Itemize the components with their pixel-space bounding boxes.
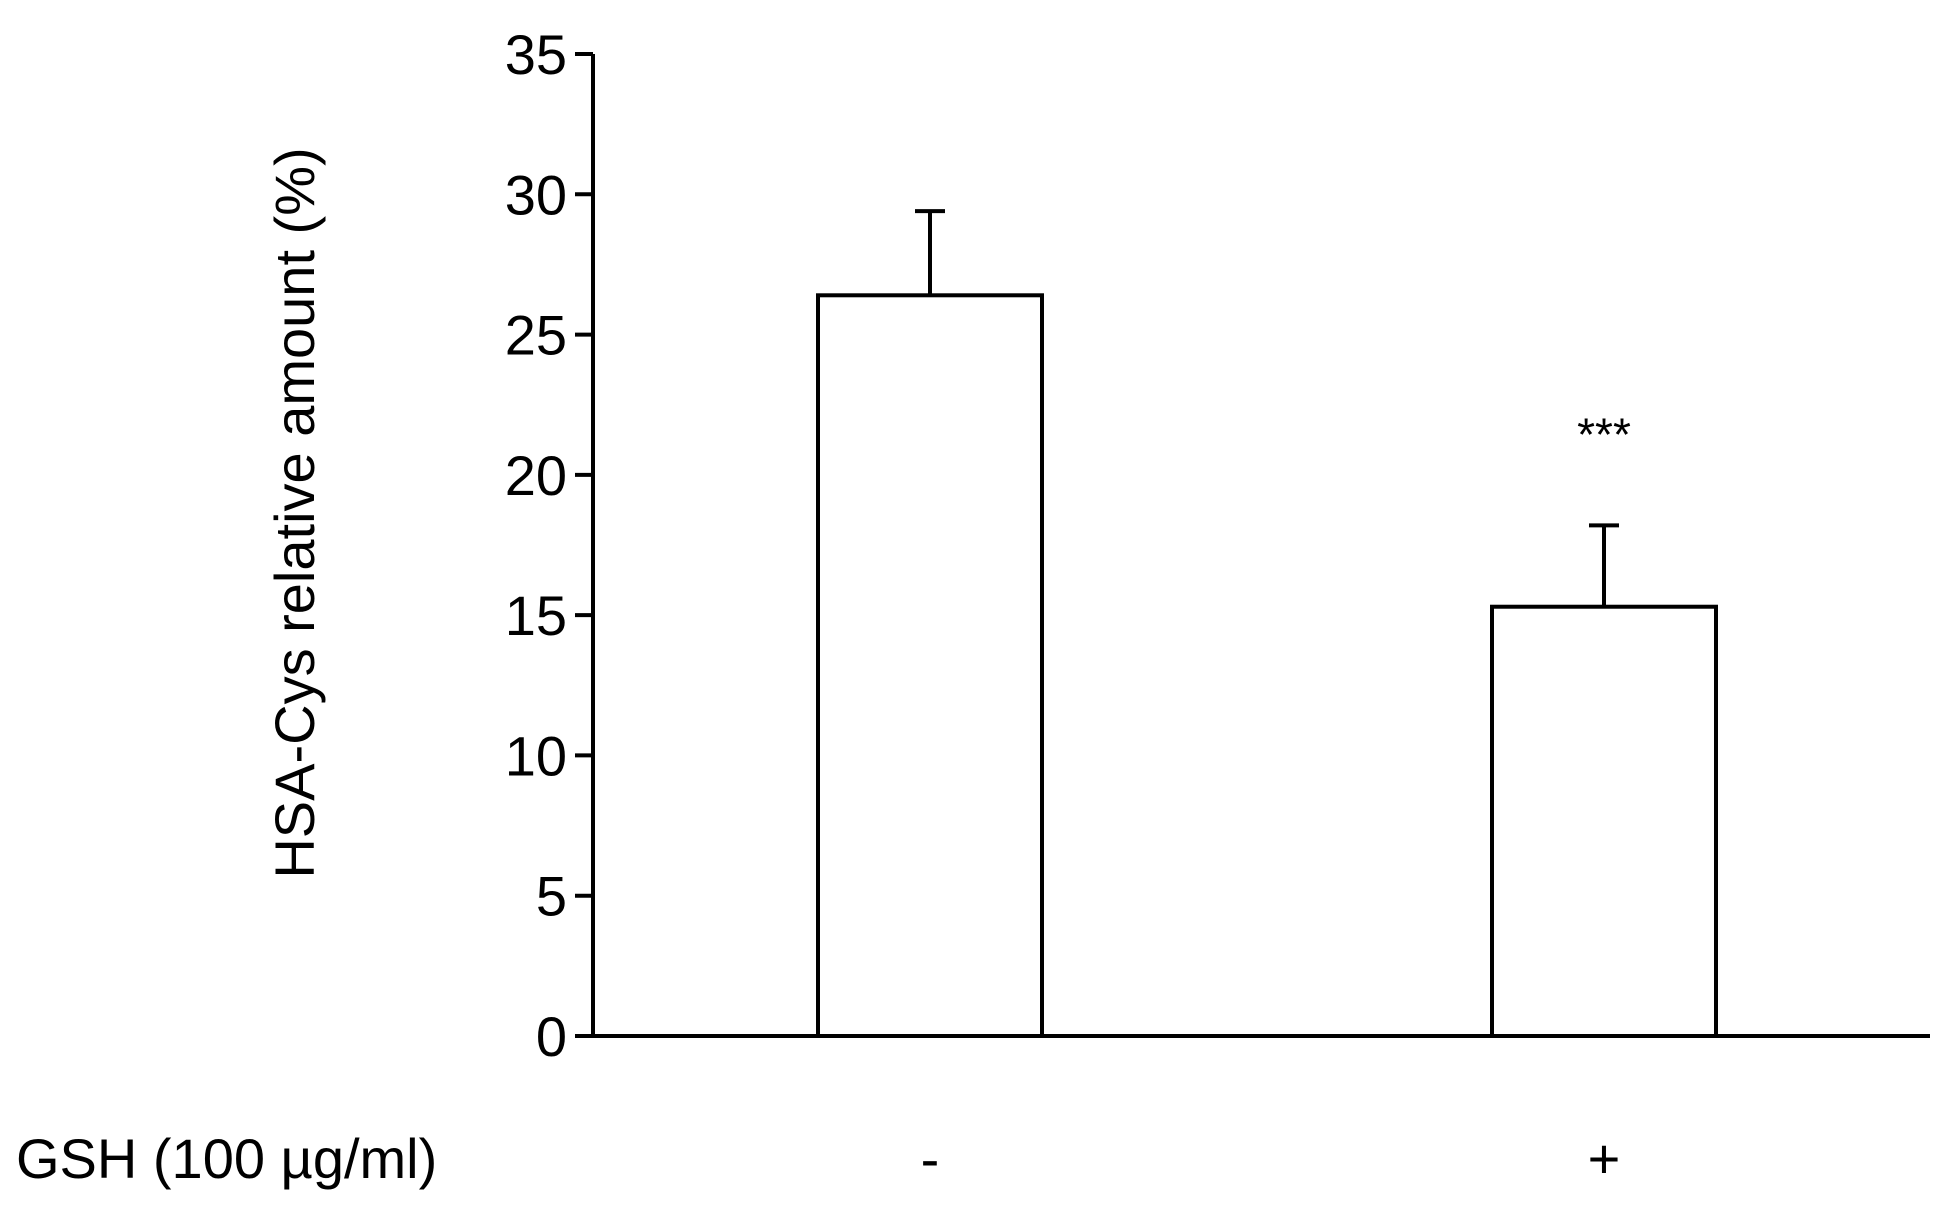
y-tick-label-15: 15 [505,584,567,647]
bar-1 [816,293,1044,1038]
y-tick-label-10: 10 [505,724,567,787]
annotations-group: *** [1577,408,1631,460]
error-bars-group [915,209,1619,607]
bars-group [816,293,1718,1038]
x-axis-title: GSH (100 µg/ml) [16,1127,437,1190]
y-ticks-group: 0 5 10 15 20 25 30 35 [505,23,593,1068]
y-tick-label-0: 0 [536,1005,567,1068]
x-categories-group: - + [921,1127,1621,1190]
bar-2 [1490,604,1718,1038]
axes-group [575,54,1930,1038]
y-tick-label-30: 30 [505,163,567,226]
y-tick-label-20: 20 [505,444,567,507]
category-label-2: + [1588,1127,1621,1190]
y-axis-title: HSA-Cys relative amount (%) [263,147,326,878]
category-label-1: - [921,1127,940,1190]
significance-annotation-2: *** [1577,408,1631,460]
y-tick-label-25: 25 [505,304,567,367]
y-tick-label-5: 5 [536,865,567,928]
y-tick-label-35: 35 [505,23,567,86]
